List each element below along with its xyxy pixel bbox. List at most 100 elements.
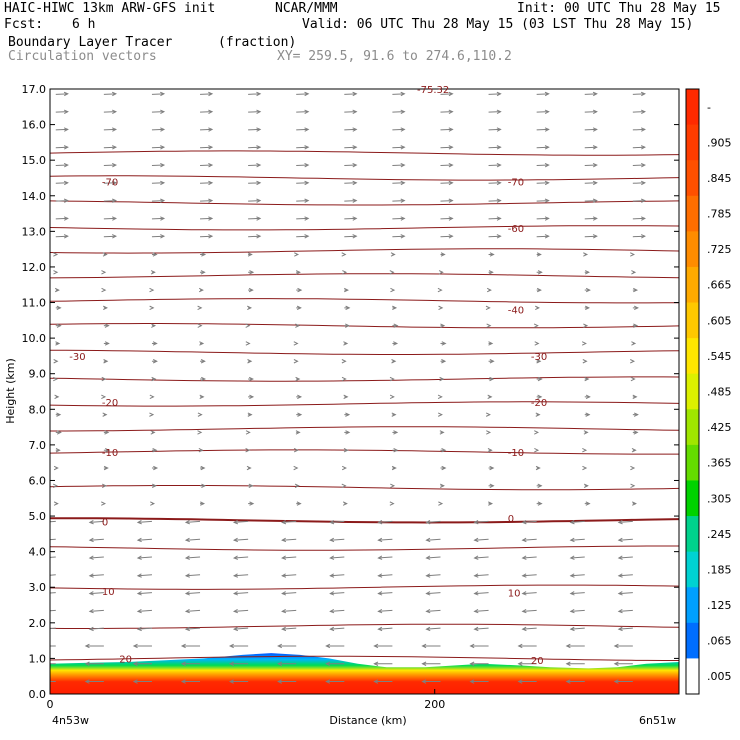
circulation-vector: [440, 145, 454, 150]
vector-head: [256, 180, 262, 186]
vector-head: [640, 198, 646, 203]
vector-head: [569, 573, 575, 578]
vector-head: [582, 359, 588, 364]
circulation-vector: [296, 412, 303, 417]
vector-head: [246, 465, 252, 471]
vector-head: [294, 483, 300, 488]
vector-head: [245, 341, 251, 346]
vector-head: [521, 555, 527, 560]
circulation-vector: [341, 252, 347, 257]
vector-shaft: [296, 128, 309, 131]
circulation-vector: [584, 91, 598, 97]
circulation-vector: [632, 323, 639, 328]
vector-head: [352, 216, 358, 221]
vector-head: [153, 465, 159, 471]
circulation-vector: [103, 162, 118, 168]
circulation-vector: [329, 519, 345, 525]
vector-shaft: [584, 164, 597, 167]
circulation-vector: [390, 252, 396, 257]
vector-head: [582, 448, 588, 453]
vector-head: [389, 270, 395, 275]
circulation-vector: [103, 180, 118, 186]
circulation-vector: [613, 643, 633, 649]
vector-shaft: [536, 200, 549, 202]
circulation-vector: [151, 127, 166, 132]
vector-shaft: [474, 592, 489, 595]
circulation-vector: [440, 341, 447, 346]
circulation-vector: [248, 483, 254, 488]
circulation-vector: [199, 394, 205, 400]
circulation-vector: [151, 323, 157, 328]
vector-shaft: [570, 574, 585, 577]
vector-head: [448, 198, 454, 203]
circulation-vector: [632, 198, 646, 203]
vector-shaft: [474, 609, 489, 612]
circulation-vector: [296, 180, 310, 186]
circulation-vector: [535, 412, 541, 417]
vector-shaft: [378, 556, 393, 559]
circulation-vector: [184, 555, 201, 560]
vector-shaft: [151, 111, 164, 113]
vector-head: [247, 252, 253, 257]
circulation-vector: [584, 127, 598, 132]
colorbar-swatch: [686, 622, 699, 659]
circulation-vector: [248, 198, 262, 203]
vector-head: [180, 643, 186, 649]
vector-head: [342, 270, 348, 275]
circulation-vector: [517, 661, 537, 666]
vector-head: [281, 555, 287, 560]
circulation-vector: [425, 555, 441, 560]
circulation-vector: [248, 287, 254, 293]
vector-head: [184, 573, 190, 578]
circulation-vector: [296, 198, 310, 203]
circulation-vector: [613, 661, 633, 666]
circulation-vector: [200, 145, 214, 150]
isotherm-line: [50, 655, 679, 661]
vector-head: [537, 394, 543, 400]
top-partial-label: -75.32: [417, 85, 449, 96]
circulation-vector: [277, 679, 297, 684]
circulation-vector: [50, 609, 56, 612]
vector-shaft: [488, 200, 501, 202]
vector-head: [101, 501, 107, 506]
vector-head: [633, 412, 639, 417]
vector-shaft: [137, 538, 152, 541]
vector-shaft: [137, 520, 152, 523]
vector-shaft: [151, 164, 164, 167]
y-tick-label: 4.0: [29, 546, 47, 559]
vector-shaft: [200, 111, 213, 113]
circulation-vector: [184, 537, 201, 543]
circulation-vector: [631, 448, 637, 453]
vector-head: [277, 643, 283, 649]
isotherm-label: -30: [531, 352, 547, 363]
vector-head: [393, 448, 399, 453]
vector-head: [200, 359, 206, 364]
vector-shaft: [536, 93, 549, 95]
vector-shaft: [200, 182, 213, 184]
circulation-vector: [281, 626, 297, 632]
vector-head: [281, 537, 287, 543]
vector-shaft: [248, 164, 261, 167]
vector-head: [377, 555, 383, 560]
vector-head: [344, 287, 349, 293]
circulation-vector: [151, 252, 158, 257]
vector-shaft: [392, 235, 405, 238]
vector-head: [277, 679, 283, 684]
vector-shaft: [584, 182, 597, 184]
vector-shaft: [55, 146, 68, 149]
circulation-vector: [536, 359, 542, 364]
x-end-label-left: 4n53w: [52, 714, 89, 727]
circulation-vector: [55, 412, 62, 417]
circulation-vector: [440, 359, 447, 364]
circulation-vector: [295, 430, 301, 435]
circulation-vector: [180, 643, 201, 649]
vector-head: [569, 626, 575, 632]
vector-head: [439, 483, 445, 488]
vector-head: [208, 162, 214, 168]
vector-shaft: [151, 217, 164, 220]
vector-head: [150, 270, 156, 275]
circulation-vector: [103, 145, 118, 150]
vector-head: [160, 198, 166, 203]
circulation-vector: [50, 645, 56, 647]
circulation-vector: [632, 145, 646, 150]
